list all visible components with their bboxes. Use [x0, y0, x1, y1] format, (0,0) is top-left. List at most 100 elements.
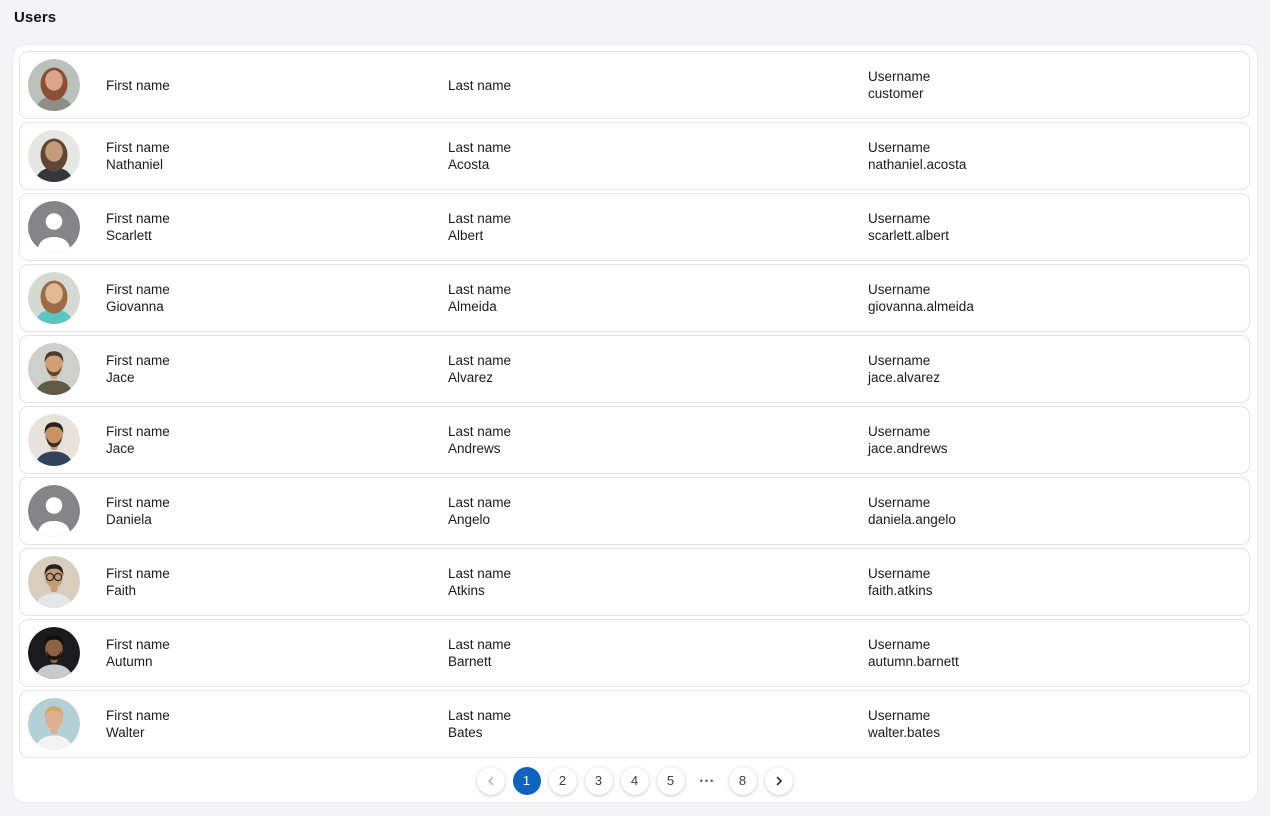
page-button-3[interactable]: 3: [584, 766, 613, 795]
user-photo-avatar: [28, 130, 80, 182]
last-name-cell: Last name Acosta: [448, 139, 868, 173]
user-photo-avatar: [28, 59, 80, 111]
user-row-autumn.barnett[interactable]: First name Autumn Last name Barnett User…: [19, 619, 1250, 687]
first-name-cell: First name Giovanna: [106, 281, 448, 315]
username-label: Username: [868, 282, 931, 297]
username-value: scarlett.albert: [868, 228, 950, 243]
first-name-cell: First name Faith: [106, 565, 448, 599]
first-name-label: First name: [106, 211, 170, 226]
first-name-cell: First name Jace: [106, 423, 448, 457]
username-label: Username: [868, 140, 931, 155]
first-name-cell: First name Jace: [106, 352, 448, 386]
next-page-button[interactable]: [764, 766, 793, 795]
user-row-daniela.angelo[interactable]: First name Daniela Last name Angelo User…: [19, 477, 1250, 545]
first-name-cell: First name Daniela: [106, 494, 448, 528]
last-name-label: Last name: [448, 282, 512, 297]
last-name-label: Last name: [448, 566, 512, 581]
first-name-cell: First name Autumn: [106, 636, 448, 670]
username-label: Username: [868, 211, 931, 226]
username-cell: Username jace.alvarez: [868, 352, 1239, 386]
last-name-label: Last name: [448, 353, 512, 368]
last-name-label: Last name: [448, 211, 512, 226]
first-name-label: First name: [106, 140, 170, 155]
person-icon: [28, 201, 80, 253]
user-row-scarlett.albert[interactable]: First name Scarlett Last name Albert Use…: [19, 193, 1250, 261]
user-row-walter.bates[interactable]: First name Walter Last name Bates Userna…: [19, 690, 1250, 758]
username-value: customer: [868, 86, 924, 101]
username-cell: Username scarlett.albert: [868, 210, 1239, 244]
first-name-cell: First name: [106, 77, 448, 94]
username-label: Username: [868, 69, 931, 84]
username-label: Username: [868, 708, 931, 723]
page-title: Users: [14, 9, 57, 26]
first-name-cell: First name Walter: [106, 707, 448, 741]
last-name-value: Alvarez: [448, 370, 494, 385]
user-photo-avatar: [28, 343, 80, 395]
username-value: autumn.barnett: [868, 654, 959, 669]
pagination: 1 2 3 4 5 ••• 8: [19, 758, 1250, 803]
username-label: Username: [868, 424, 931, 439]
page-button-4[interactable]: 4: [620, 766, 649, 795]
first-name-label: First name: [106, 566, 170, 581]
user-row-giovanna.almeida[interactable]: First name Giovanna Last name Almeida Us…: [19, 264, 1250, 332]
first-name-label: First name: [106, 77, 170, 93]
username-value: daniela.angelo: [868, 512, 956, 527]
username-cell: Username nathaniel.acosta: [868, 139, 1239, 173]
first-name-value: Walter: [106, 725, 145, 740]
user-photo-avatar: [28, 627, 80, 679]
username-cell: Username customer: [868, 68, 1239, 102]
prev-page-button[interactable]: [476, 766, 505, 795]
last-name-cell: Last name Angelo: [448, 494, 868, 528]
user-row-jace.andrews[interactable]: First name Jace Last name Andrews Userna…: [19, 406, 1250, 474]
first-name-value: Autumn: [106, 654, 153, 669]
person-icon: [28, 485, 80, 537]
first-name-value: Jace: [106, 441, 135, 456]
last-name-label: Last name: [448, 424, 512, 439]
username-value: faith.atkins: [868, 583, 933, 598]
first-name-cell: First name Scarlett: [106, 210, 448, 244]
username-value: nathaniel.acosta: [868, 157, 967, 172]
last-name-cell: Last name Alvarez: [448, 352, 868, 386]
first-name-value: Nathaniel: [106, 157, 164, 172]
first-name-value: Faith: [106, 583, 137, 598]
username-value: walter.bates: [868, 725, 941, 740]
username-cell: Username autumn.barnett: [868, 636, 1239, 670]
first-name-value: Giovanna: [106, 299, 164, 314]
first-name-value: Jace: [106, 370, 135, 385]
username-cell: Username giovanna.almeida: [868, 281, 1239, 315]
last-name-value: Angelo: [448, 512, 491, 527]
user-photo-avatar: [28, 414, 80, 466]
user-row-nathaniel.acosta[interactable]: First name Nathaniel Last name Acosta Us…: [19, 122, 1250, 190]
username-label: Username: [868, 637, 931, 652]
last-name-cell: Last name Atkins: [448, 565, 868, 599]
last-name-label: Last name: [448, 77, 512, 93]
user-row-jace.alvarez[interactable]: First name Jace Last name Alvarez Userna…: [19, 335, 1250, 403]
last-name-cell: Last name Barnett: [448, 636, 868, 670]
username-value: jace.alvarez: [868, 370, 941, 385]
last-name-cell: Last name Almeida: [448, 281, 868, 315]
last-name-value: Barnett: [448, 654, 492, 669]
last-name-label: Last name: [448, 140, 512, 155]
username-cell: Username faith.atkins: [868, 565, 1239, 599]
first-name-value: Daniela: [106, 512, 152, 527]
first-name-cell: First name Nathaniel: [106, 139, 448, 173]
page-button-2[interactable]: 2: [548, 766, 577, 795]
first-name-label: First name: [106, 495, 170, 510]
first-name-value: Scarlett: [106, 228, 152, 243]
page-button-8[interactable]: 8: [728, 766, 757, 795]
last-name-value: Acosta: [448, 157, 490, 172]
username-value: jace.andrews: [868, 441, 948, 456]
user-photo-avatar: [28, 698, 80, 750]
page-button-5[interactable]: 5: [656, 766, 685, 795]
user-row-faith.atkins[interactable]: First name Faith Last name Atkins Userna…: [19, 548, 1250, 616]
first-name-label: First name: [106, 424, 170, 439]
user-row-customer[interactable]: First name Last name Username customer: [19, 51, 1250, 119]
last-name-cell: Last name Bates: [448, 707, 868, 741]
username-label: Username: [868, 495, 931, 510]
username-label: Username: [868, 566, 931, 581]
last-name-value: Almeida: [448, 299, 497, 314]
last-name-value: Bates: [448, 725, 483, 740]
last-name-label: Last name: [448, 708, 512, 723]
page-button-1[interactable]: 1: [512, 766, 541, 795]
last-name-value: Atkins: [448, 583, 485, 598]
